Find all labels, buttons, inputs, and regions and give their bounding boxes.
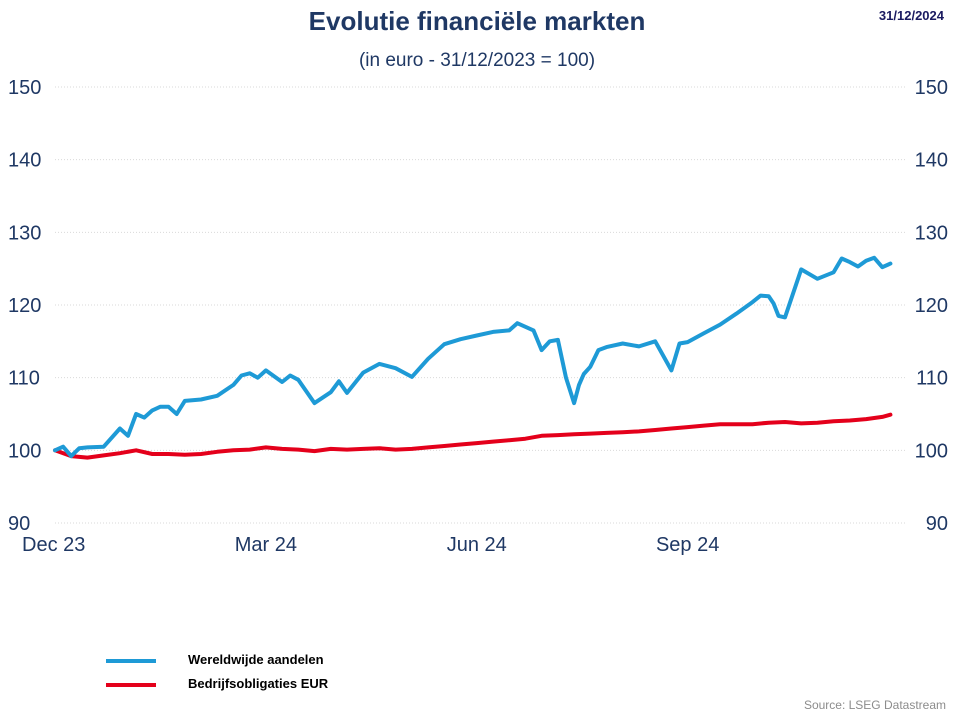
y-tick-left-140: 140 — [8, 150, 41, 172]
chart-subtitle: (in euro - 31/12/2023 = 100) — [358, 50, 596, 71]
y-tick-left-100: 100 — [8, 440, 41, 462]
x-tick-1: Mar 24 — [235, 534, 297, 556]
series-line-1 — [53, 412, 893, 460]
series-line-0 — [53, 255, 893, 459]
y-axis-left: 90 100 110 120 130 140 150 — [8, 77, 41, 535]
gridlines — [55, 86, 905, 524]
y-tick-left-120: 120 — [8, 295, 41, 317]
y-tick-right-150: 150 — [915, 77, 948, 99]
legend-label-equities: Wereldwijde aandelen — [188, 652, 324, 667]
x-tick-3: Sep 24 — [656, 534, 719, 556]
y-tick-left-90: 90 — [8, 513, 30, 535]
y-tick-left-130: 130 — [8, 222, 41, 244]
y-tick-left-110: 110 — [8, 368, 40, 390]
y-axis-right: 90 100 110 120 130 140 150 — [915, 77, 948, 535]
chart-title: Evolutie financiële markten — [308, 6, 646, 36]
y-tick-right-130: 130 — [915, 222, 948, 244]
source-note: Source: LSEG Datastream — [803, 698, 946, 712]
line-chart: 90 100 110 120 130 140 150 90 100 110 120 130 140 15… — [8, 77, 948, 556]
y-tick-right-110: 110 — [916, 368, 948, 390]
x-tick-0: Dec 23 — [22, 534, 85, 556]
y-tick-right-100: 100 — [915, 440, 948, 462]
x-tick-2: Jun 24 — [447, 534, 507, 556]
y-tick-right-140: 140 — [915, 150, 948, 172]
x-axis: Dec 23 Mar 24 Jun 24 Sep 24 — [22, 534, 719, 556]
series-lines — [53, 255, 893, 460]
report-date: 31/12/2024 — [878, 8, 944, 23]
y-tick-right-120: 120 — [915, 295, 948, 317]
legend-label-bonds: Bedrijfsobligaties EUR — [188, 676, 329, 691]
y-tick-right-90: 90 — [926, 513, 948, 535]
legend-swatch-bonds — [106, 683, 156, 687]
legend-swatch-equities — [106, 659, 156, 663]
y-tick-left-150: 150 — [8, 77, 41, 99]
